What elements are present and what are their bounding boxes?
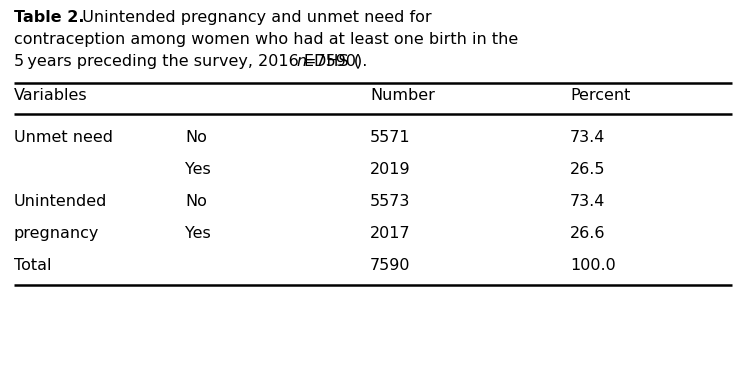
Text: 100.0: 100.0 xyxy=(570,258,615,273)
Text: Unintended pregnancy and unmet need for: Unintended pregnancy and unmet need for xyxy=(72,10,432,25)
Text: 5 years preceding the survey, 2016 EDHS (: 5 years preceding the survey, 2016 EDHS … xyxy=(14,54,360,69)
Text: 73.4: 73.4 xyxy=(570,194,605,209)
Text: 7590: 7590 xyxy=(370,258,410,273)
Text: 26.5: 26.5 xyxy=(570,162,606,177)
Text: Unintended: Unintended xyxy=(14,194,107,209)
Text: pregnancy: pregnancy xyxy=(14,226,99,241)
Text: Number: Number xyxy=(370,88,435,103)
Text: 2017: 2017 xyxy=(370,226,410,241)
Text: Unmet need: Unmet need xyxy=(14,130,113,145)
Text: contraception among women who had at least one birth in the: contraception among women who had at lea… xyxy=(14,32,518,47)
Text: Total: Total xyxy=(14,258,51,273)
Text: No: No xyxy=(185,194,207,209)
Text: No: No xyxy=(185,130,207,145)
Text: Table 2.: Table 2. xyxy=(14,10,84,25)
Text: =7590).: =7590). xyxy=(302,54,368,69)
Text: Variables: Variables xyxy=(14,88,87,103)
Text: n: n xyxy=(296,54,307,69)
Text: 73.4: 73.4 xyxy=(570,130,605,145)
Text: 5573: 5573 xyxy=(370,194,410,209)
Text: Yes: Yes xyxy=(185,226,211,241)
Text: 2019: 2019 xyxy=(370,162,410,177)
Text: Percent: Percent xyxy=(570,88,630,103)
Text: 5571: 5571 xyxy=(370,130,410,145)
Text: Yes: Yes xyxy=(185,162,211,177)
Text: 26.6: 26.6 xyxy=(570,226,606,241)
